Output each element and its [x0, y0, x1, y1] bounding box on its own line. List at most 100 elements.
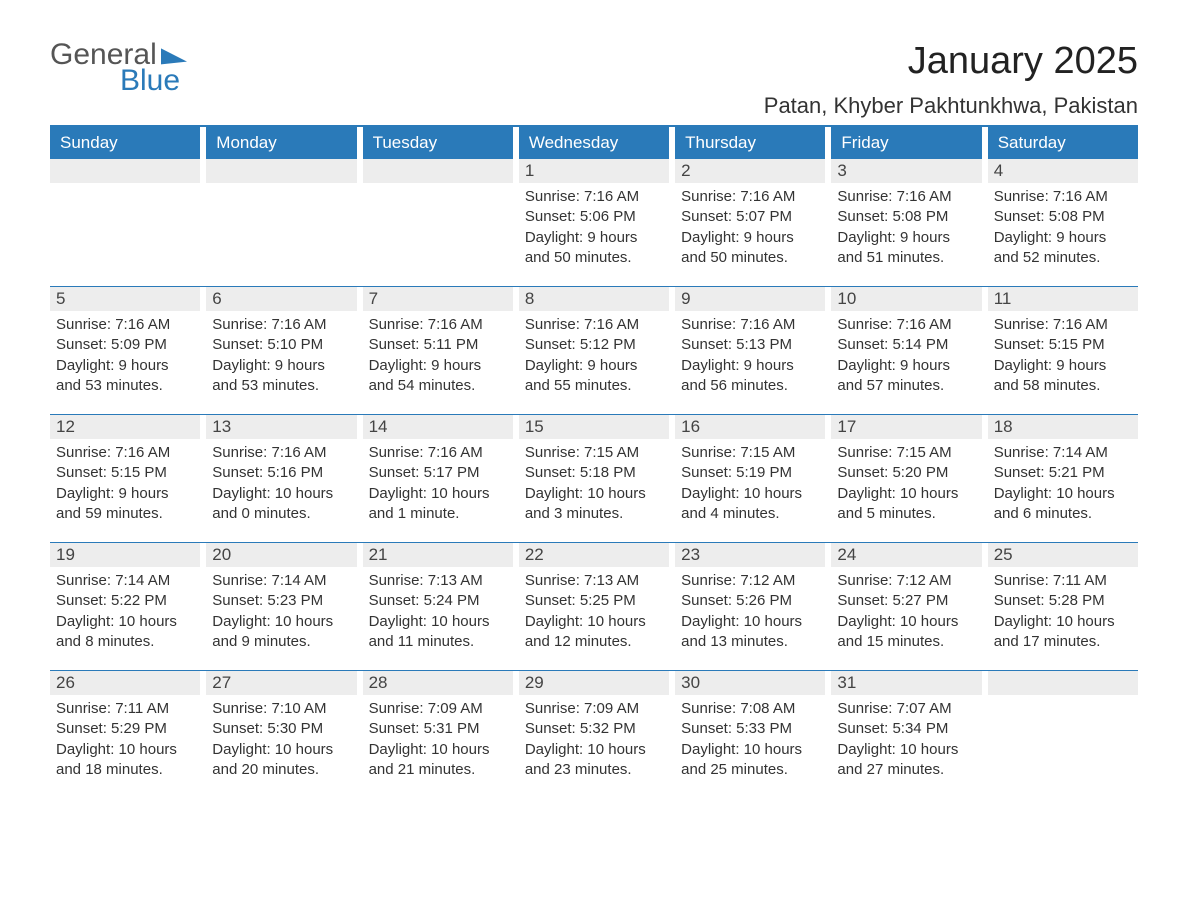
day-info: Sunrise: 7:15 AMSunset: 5:18 PMDaylight:… [525, 443, 663, 524]
day-info: Sunrise: 7:11 AMSunset: 5:28 PMDaylight:… [994, 571, 1132, 652]
calendar-cell: 3 Sunrise: 7:16 AMSunset: 5:08 PMDaylight… [831, 159, 981, 286]
day-info: Sunrise: 7:15 AMSunset: 5:19 PMDaylight:… [681, 443, 819, 524]
calendar-cell: 25 Sunrise: 7:11 AMSunset: 5:28 PMDayligh… [988, 543, 1138, 670]
day-number: 9 [675, 287, 825, 311]
day-number: 1 [519, 159, 669, 183]
day-info: Sunrise: 7:16 AMSunset: 5:13 PMDaylight:… [681, 315, 819, 396]
day-header: Friday [831, 127, 981, 159]
calendar-cell: 18 Sunrise: 7:14 AMSunset: 5:21 PMDayligh… [988, 415, 1138, 542]
calendar-cell: 1 Sunrise: 7:16 AMSunset: 5:06 PMDaylight… [519, 159, 669, 286]
calendar-cell: 14 Sunrise: 7:16 AMSunset: 5:17 PMDayligh… [363, 415, 513, 542]
calendar-cell [206, 159, 356, 286]
day-info: Sunrise: 7:16 AMSunset: 5:11 PMDaylight:… [369, 315, 507, 396]
day-info: Sunrise: 7:16 AMSunset: 5:08 PMDaylight:… [837, 187, 975, 268]
day-info: Sunrise: 7:15 AMSunset: 5:20 PMDaylight:… [837, 443, 975, 524]
day-number: 14 [363, 415, 513, 439]
calendar-cell: 23 Sunrise: 7:12 AMSunset: 5:26 PMDayligh… [675, 543, 825, 670]
day-number: 2 [675, 159, 825, 183]
logo-triangle-icon [161, 46, 187, 65]
day-header: Tuesday [363, 127, 513, 159]
day-info: Sunrise: 7:09 AMSunset: 5:31 PMDaylight:… [369, 699, 507, 780]
day-number: 22 [519, 543, 669, 567]
day-info: Sunrise: 7:16 AMSunset: 5:15 PMDaylight:… [994, 315, 1132, 396]
day-number: 27 [206, 671, 356, 695]
day-number [50, 159, 200, 183]
day-number: 24 [831, 543, 981, 567]
logo-word2: Blue [120, 66, 180, 96]
calendar-cell: 31Sunrise: 7:07 AMSunset: 5:34 PMDayligh… [831, 671, 981, 798]
day-info: Sunrise: 7:08 AMSunset: 5:33 PMDaylight:… [681, 699, 819, 780]
calendar-cell: 9 Sunrise: 7:16 AMSunset: 5:13 PMDaylight… [675, 287, 825, 414]
day-number: 7 [363, 287, 513, 311]
day-number [206, 159, 356, 183]
day-header: Thursday [675, 127, 825, 159]
day-number: 19 [50, 543, 200, 567]
day-info: Sunrise: 7:16 AMSunset: 5:14 PMDaylight:… [837, 315, 975, 396]
calendar-cell: 21Sunrise: 7:13 AMSunset: 5:24 PMDayligh… [363, 543, 513, 670]
calendar-cell: 6 Sunrise: 7:16 AMSunset: 5:10 PMDaylight… [206, 287, 356, 414]
day-number: 21 [363, 543, 513, 567]
day-number: 15 [519, 415, 669, 439]
location-subtitle: Patan, Khyber Pakhtunkhwa, Pakistan [764, 93, 1138, 119]
day-info: Sunrise: 7:11 AMSunset: 5:29 PMDaylight:… [56, 699, 194, 780]
day-info: Sunrise: 7:14 AMSunset: 5:23 PMDaylight:… [212, 571, 350, 652]
day-number [363, 159, 513, 183]
calendar-cell: 7 Sunrise: 7:16 AMSunset: 5:11 PMDaylight… [363, 287, 513, 414]
day-number: 3 [831, 159, 981, 183]
calendar-cell: 16 Sunrise: 7:15 AMSunset: 5:19 PMDayligh… [675, 415, 825, 542]
day-info: Sunrise: 7:12 AMSunset: 5:26 PMDaylight:… [681, 571, 819, 652]
day-number: 30 [675, 671, 825, 695]
day-info: Sunrise: 7:16 AMSunset: 5:06 PMDaylight:… [525, 187, 663, 268]
day-number: 26 [50, 671, 200, 695]
day-number: 8 [519, 287, 669, 311]
day-number: 29 [519, 671, 669, 695]
day-info: Sunrise: 7:16 AMSunset: 5:16 PMDaylight:… [212, 443, 350, 524]
calendar-cell: 4Sunrise: 7:16 AMSunset: 5:08 PMDaylight… [988, 159, 1138, 286]
day-number: 23 [675, 543, 825, 567]
day-info: Sunrise: 7:13 AMSunset: 5:25 PMDaylight:… [525, 571, 663, 652]
day-number: 25 [988, 543, 1138, 567]
calendar-cell: 8 Sunrise: 7:16 AMSunset: 5:12 PMDaylight… [519, 287, 669, 414]
calendar-cell: 28Sunrise: 7:09 AMSunset: 5:31 PMDayligh… [363, 671, 513, 798]
day-info: Sunrise: 7:16 AMSunset: 5:10 PMDaylight:… [212, 315, 350, 396]
calendar-cell: 29Sunrise: 7:09 AMSunset: 5:32 PMDayligh… [519, 671, 669, 798]
day-number: 16 [675, 415, 825, 439]
calendar-cell: 17 Sunrise: 7:15 AMSunset: 5:20 PMDayligh… [831, 415, 981, 542]
day-number: 20 [206, 543, 356, 567]
day-info: Sunrise: 7:16 AMSunset: 5:17 PMDaylight:… [369, 443, 507, 524]
calendar-grid: SundayMondayTuesdayWednesdayThursdayFrid… [50, 127, 1138, 798]
day-info: Sunrise: 7:16 AMSunset: 5:15 PMDaylight:… [56, 443, 194, 524]
calendar-cell: 20 Sunrise: 7:14 AMSunset: 5:23 PMDayligh… [206, 543, 356, 670]
day-info: Sunrise: 7:16 AMSunset: 5:07 PMDaylight:… [681, 187, 819, 268]
calendar-cell: 22 Sunrise: 7:13 AMSunset: 5:25 PMDayligh… [519, 543, 669, 670]
day-info: Sunrise: 7:10 AMSunset: 5:30 PMDaylight:… [212, 699, 350, 780]
calendar-cell: 10 Sunrise: 7:16 AMSunset: 5:14 PMDayligh… [831, 287, 981, 414]
calendar-cell: 2 Sunrise: 7:16 AMSunset: 5:07 PMDaylight… [675, 159, 825, 286]
logo: General Blue [50, 40, 187, 96]
day-info: Sunrise: 7:16 AMSunset: 5:09 PMDaylight:… [56, 315, 194, 396]
calendar-cell: 24Sunrise: 7:12 AMSunset: 5:27 PMDayligh… [831, 543, 981, 670]
calendar-cell [50, 159, 200, 286]
day-number: 12 [50, 415, 200, 439]
calendar-cell: 5 Sunrise: 7:16 AMSunset: 5:09 PMDaylight… [50, 287, 200, 414]
calendar-cell: 30 Sunrise: 7:08 AMSunset: 5:33 PMDayligh… [675, 671, 825, 798]
day-number [988, 671, 1138, 695]
day-info: Sunrise: 7:14 AMSunset: 5:21 PMDaylight:… [994, 443, 1132, 524]
day-number: 17 [831, 415, 981, 439]
calendar-cell: 11Sunrise: 7:16 AMSunset: 5:15 PMDayligh… [988, 287, 1138, 414]
day-header: Wednesday [519, 127, 669, 159]
month-title: January 2025 [764, 40, 1138, 83]
day-number: 18 [988, 415, 1138, 439]
day-header: Saturday [988, 127, 1138, 159]
day-number: 4 [988, 159, 1138, 183]
day-number: 5 [50, 287, 200, 311]
day-number: 6 [206, 287, 356, 311]
calendar-cell [988, 671, 1138, 798]
day-number: 10 [831, 287, 981, 311]
day-number: 31 [831, 671, 981, 695]
calendar-cell: 19Sunrise: 7:14 AMSunset: 5:22 PMDayligh… [50, 543, 200, 670]
calendar-cell: 27 Sunrise: 7:10 AMSunset: 5:30 PMDayligh… [206, 671, 356, 798]
day-header: Monday [206, 127, 356, 159]
calendar-cell: 13Sunrise: 7:16 AMSunset: 5:16 PMDayligh… [206, 415, 356, 542]
day-info: Sunrise: 7:16 AMSunset: 5:12 PMDaylight:… [525, 315, 663, 396]
